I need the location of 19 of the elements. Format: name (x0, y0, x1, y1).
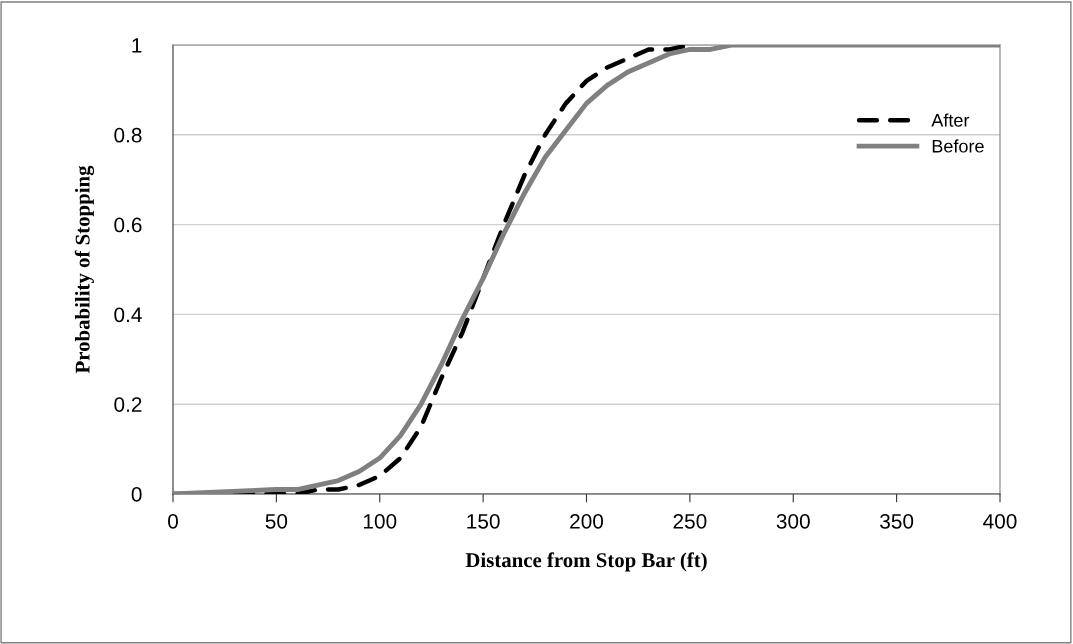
y-tick-label: 0.6 (114, 217, 142, 233)
x-tick-label: 50 (265, 513, 288, 529)
legend-label: Before (932, 139, 984, 153)
x-axis-title: Distance from Stop Bar (ft) (465, 552, 707, 572)
x-tick-label: 200 (570, 513, 604, 529)
x-tick-label: 400 (983, 513, 1017, 529)
x-tick-label: 350 (880, 513, 914, 529)
y-tick-label: 0 (131, 487, 142, 502)
y-tick-label: 0.8 (114, 127, 142, 143)
x-tick-label: 100 (363, 513, 397, 529)
x-tick-label: 150 (467, 513, 500, 529)
y-tick-label: 1 (132, 38, 142, 53)
y-tick-label: 0.2 (114, 397, 142, 412)
x-tick-label: 300 (776, 513, 810, 529)
y-axis-title: Probability of Stopping (74, 165, 95, 374)
y-tick-label: 0.4 (114, 307, 142, 323)
x-tick-label: 250 (673, 513, 707, 529)
x-tick-label: 0 (168, 513, 178, 529)
legend-label: After (931, 113, 970, 127)
